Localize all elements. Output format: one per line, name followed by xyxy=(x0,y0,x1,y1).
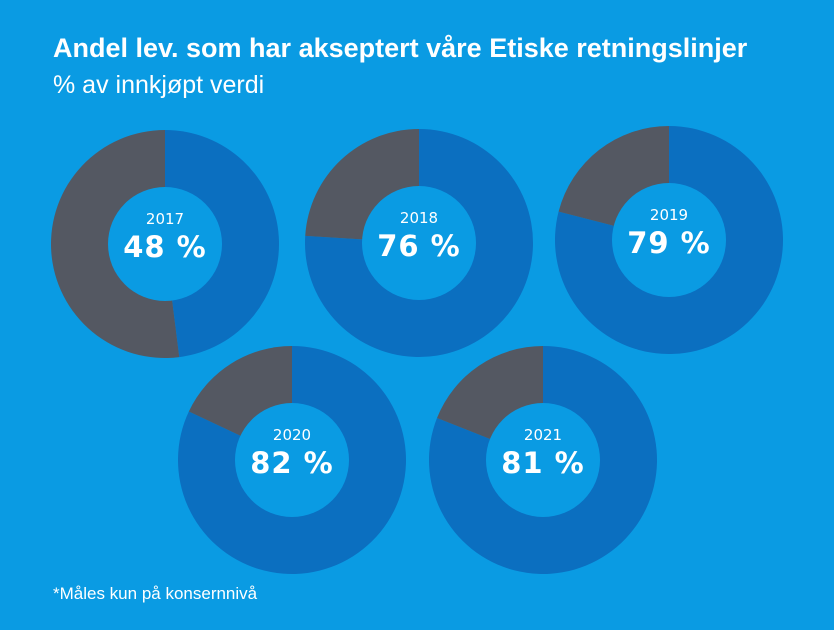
value-label: 81 % xyxy=(501,446,585,480)
donut-hole xyxy=(108,187,222,301)
donut-hole xyxy=(235,403,349,517)
donut-2018: 2018 76 % xyxy=(305,129,533,357)
year-label: 2021 xyxy=(524,426,562,444)
value-label: 76 % xyxy=(377,229,461,263)
footnote: *Måles kun på konsernnivå xyxy=(53,584,258,603)
donut-2020: 2020 82 % xyxy=(178,346,406,574)
donut-hole xyxy=(612,183,726,297)
year-label: 2017 xyxy=(146,210,184,228)
year-label: 2019 xyxy=(650,206,688,224)
year-label: 2018 xyxy=(400,209,438,227)
chart-title: Andel lev. som har akseptert våre Etiske… xyxy=(53,33,748,63)
donut-hole xyxy=(486,403,600,517)
donut-hole xyxy=(362,186,476,300)
donut-2019: 2019 79 % xyxy=(555,126,783,354)
value-label: 79 % xyxy=(627,226,711,260)
donut-2021: 2021 81 % xyxy=(429,346,658,574)
year-label: 2020 xyxy=(273,426,311,444)
chart-subtitle: % av innkjøpt verdi xyxy=(53,71,265,99)
slice-value xyxy=(165,130,280,358)
value-label: 48 % xyxy=(123,230,207,264)
value-label: 82 % xyxy=(250,446,334,480)
donut-2017: 2017 48 % xyxy=(51,130,280,358)
